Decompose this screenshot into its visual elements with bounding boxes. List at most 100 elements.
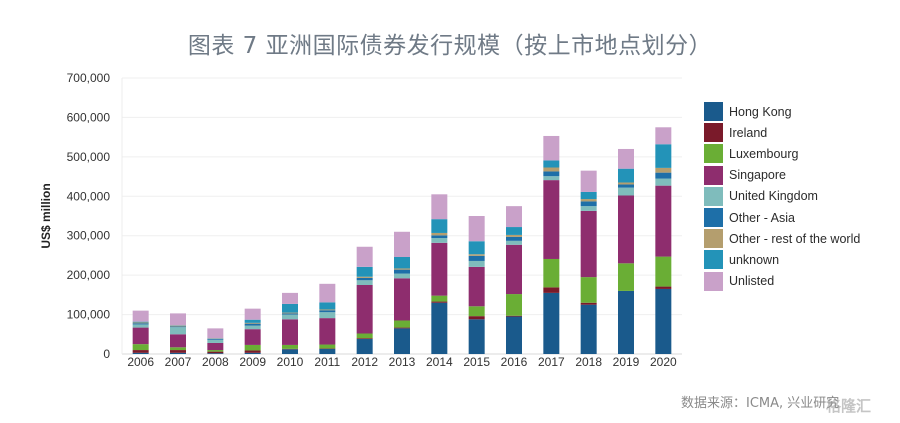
legend-label: Singapore	[729, 168, 786, 183]
bar-segment	[468, 319, 485, 354]
bar-segment	[282, 344, 298, 349]
bar-segment	[655, 178, 672, 186]
bar-segment	[207, 350, 224, 352]
bar-stack	[170, 313, 186, 354]
bar-segment	[506, 244, 522, 295]
bar-stack	[356, 246, 373, 354]
bar-segment	[244, 350, 261, 353]
bars	[132, 127, 672, 354]
legend-swatch	[704, 165, 723, 185]
bar-segment	[356, 276, 373, 278]
x-tick-label: 2017	[538, 355, 565, 369]
bar-segment	[207, 353, 224, 354]
legend-item: Ireland	[704, 122, 860, 143]
bar-segment	[431, 295, 448, 302]
bar-segment	[170, 327, 186, 335]
bar-segment	[580, 277, 597, 303]
bar-segment	[132, 310, 149, 322]
bar-segment	[655, 288, 672, 354]
bar-segment	[319, 312, 336, 319]
bar-segment	[506, 316, 522, 354]
x-tick-label: 2007	[165, 355, 192, 369]
bar-stack	[655, 127, 672, 354]
bar-segment	[394, 320, 410, 328]
legend-label: Other - rest of the world	[729, 231, 861, 246]
bar-segment	[356, 339, 373, 354]
bar-segment	[655, 286, 672, 289]
bar-segment	[394, 269, 410, 274]
x-tick-label: 2008	[202, 355, 229, 369]
bar-segment	[207, 342, 224, 351]
bar-segment	[543, 258, 560, 288]
bar-segment	[319, 310, 336, 313]
bar-segment	[244, 325, 261, 330]
bar-segment	[618, 187, 634, 196]
bar-segment	[618, 168, 634, 183]
bar-segment	[580, 302, 597, 305]
bar-segment	[506, 294, 522, 316]
bar-segment	[244, 352, 261, 354]
bar-segment	[170, 352, 186, 354]
y-tick-label: 200,000	[67, 268, 111, 282]
bar-segment	[506, 234, 522, 237]
watermark: 格隆汇	[826, 397, 872, 415]
legend-label: United Kingdom	[729, 189, 818, 204]
bar-segment	[580, 304, 597, 354]
bar-segment	[356, 266, 373, 277]
legend-label: Ireland	[729, 125, 768, 140]
bar-segment	[580, 201, 597, 207]
legend-item: Singapore	[704, 165, 860, 186]
legend-swatch	[704, 144, 723, 164]
bar-segment	[543, 160, 560, 168]
bar-segment	[543, 167, 560, 172]
y-axis-ticks: 0 100,000 200,000 300,000 400,000 500,000 600,…	[67, 71, 111, 361]
bar-stack	[319, 283, 336, 354]
bar-segment	[394, 327, 410, 329]
y-tick-label: 0	[103, 347, 110, 361]
bar-segment	[394, 257, 410, 269]
bar-segment	[356, 338, 373, 340]
bar-segment	[543, 287, 560, 293]
legend-swatch	[704, 250, 723, 270]
bar-segment	[282, 292, 298, 304]
x-axis-ticks: 2006 2007 2008 2009 2010 2011 2012 2013 2014 2015…	[127, 355, 677, 369]
bar-segment	[506, 315, 522, 317]
bar-segment	[655, 256, 672, 287]
x-tick-label: 2010	[277, 355, 304, 369]
legend-item: United Kingdom	[704, 186, 860, 207]
bar-segment	[655, 172, 672, 179]
x-tick-label: 2014	[426, 355, 453, 369]
bar-segment	[356, 246, 373, 267]
x-tick-label: 2013	[389, 355, 416, 369]
bar-segment	[244, 308, 261, 320]
bar-segment	[431, 219, 448, 233]
bar-segment	[394, 231, 410, 258]
bar-segment	[170, 326, 186, 328]
bar-segment	[506, 240, 522, 245]
bar-segment	[282, 312, 298, 314]
bar-segment	[282, 319, 298, 345]
bar-segment	[170, 347, 186, 351]
bar-segment	[431, 238, 448, 243]
bar-stack	[468, 216, 485, 354]
bar-segment	[319, 318, 336, 345]
bar-segment	[580, 191, 597, 200]
legend-label: unknown	[729, 252, 780, 267]
bar-segment	[282, 313, 298, 315]
bar-segment	[244, 344, 261, 351]
bar-segment	[282, 303, 298, 313]
x-tick-label: 2006	[127, 355, 154, 369]
bar-segment	[431, 194, 448, 220]
bar-segment	[468, 254, 485, 256]
bar-segment	[543, 135, 560, 161]
bar-stack	[282, 292, 298, 354]
bar-segment	[506, 206, 522, 228]
bar-segment	[319, 302, 336, 310]
bar-segment	[132, 323, 149, 325]
bar-segment	[506, 227, 522, 235]
legend-swatch	[704, 123, 723, 143]
bar-segment	[244, 329, 261, 345]
bar-segment	[580, 206, 597, 211]
bar-segment	[170, 313, 186, 326]
